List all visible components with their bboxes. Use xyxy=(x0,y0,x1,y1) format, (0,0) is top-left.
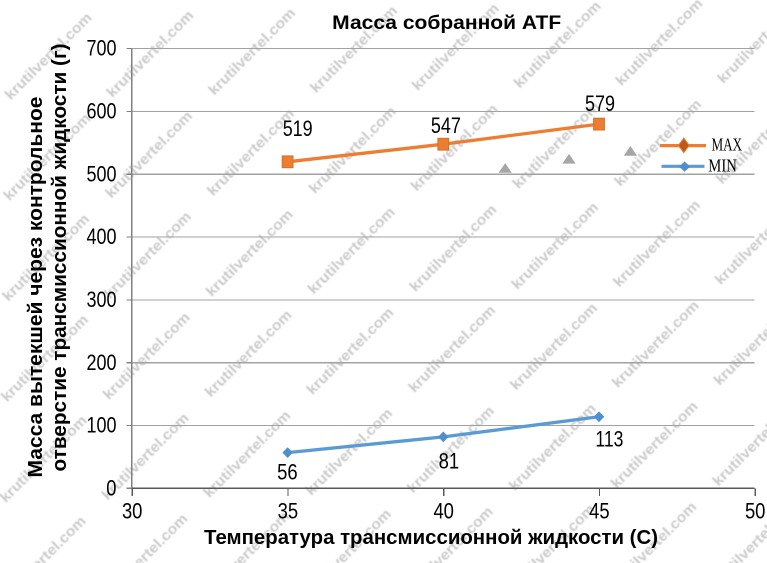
svg-text:MIN: MIN xyxy=(708,156,737,176)
svg-text:600: 600 xyxy=(87,99,117,124)
svg-text:MAX: MAX xyxy=(712,135,743,155)
svg-text:81: 81 xyxy=(439,448,460,473)
svg-text:700: 700 xyxy=(87,36,117,61)
svg-text:45: 45 xyxy=(589,498,610,523)
svg-text:50: 50 xyxy=(745,498,766,523)
svg-text:35: 35 xyxy=(278,498,299,523)
svg-text:519: 519 xyxy=(283,116,313,141)
svg-text:Масса собранной ATF: Масса собранной ATF xyxy=(332,13,561,34)
svg-text:0: 0 xyxy=(106,475,116,500)
svg-text:56: 56 xyxy=(277,460,298,485)
svg-text:547: 547 xyxy=(431,113,461,138)
svg-text:30: 30 xyxy=(122,498,143,523)
svg-text:500: 500 xyxy=(87,161,117,186)
svg-text:отверстие трансмиссионной жидк: отверстие трансмиссионной жидкости (г) xyxy=(49,44,71,472)
svg-text:40: 40 xyxy=(433,498,454,523)
svg-text:579: 579 xyxy=(585,91,615,116)
svg-text:113: 113 xyxy=(595,426,623,451)
svg-text:Масса вытекшей через контрольн: Масса вытекшей через контрольное xyxy=(25,97,47,478)
svg-text:Температура трансмиссионной жи: Температура трансмиссионной жидкости (C) xyxy=(204,527,658,549)
svg-text:100: 100 xyxy=(87,413,117,438)
svg-text:300: 300 xyxy=(87,287,117,312)
svg-text:400: 400 xyxy=(87,224,117,249)
svg-text:200: 200 xyxy=(87,350,117,375)
